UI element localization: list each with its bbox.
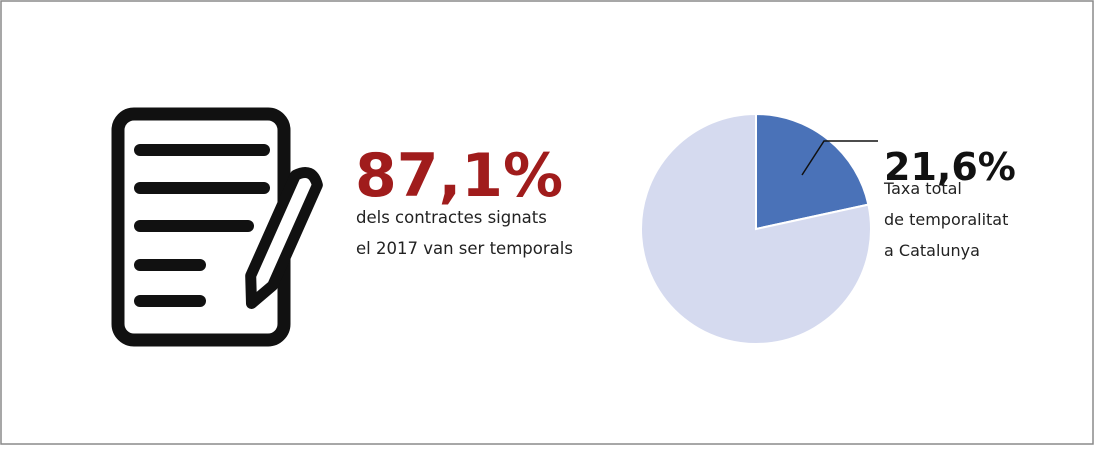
pie-slice [755,112,870,231]
slice-label: 21,6% [884,145,1016,189]
stat-value: 87,1% [355,141,563,211]
stat-text: el 2017 van ser temporals [356,239,573,258]
caption: Taxa total [883,179,962,198]
caption: a Catalunya [884,241,980,260]
pencil [245,167,323,310]
pie-chart [640,112,872,345]
leader-line [801,140,878,176]
document-icon [111,107,323,347]
stat-text: dels contractes signats [356,208,547,227]
caption: de temporalitat [884,210,1008,229]
pie-slice [640,112,872,345]
